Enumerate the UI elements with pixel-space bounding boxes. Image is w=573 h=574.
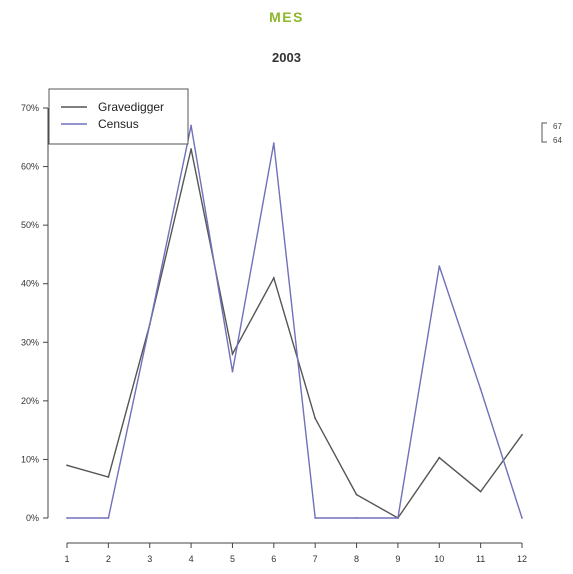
chart-legend: Gravedigger Census bbox=[48, 88, 189, 145]
series-line-census bbox=[67, 125, 523, 519]
x-tick-label: 8 bbox=[354, 554, 359, 564]
data-point-census bbox=[314, 517, 317, 519]
data-point-census bbox=[190, 124, 192, 127]
y-tick-label: 0% bbox=[26, 513, 39, 523]
y-tick-label: 60% bbox=[21, 162, 39, 172]
y-tick-label: 20% bbox=[21, 396, 39, 406]
chart-series-lines bbox=[66, 124, 523, 519]
x-tick-label: 12 bbox=[517, 554, 527, 564]
chart-axes: 0%10%20%30%40%50%60%70%1 2 3 4 5 6 7 8 9 10 11 12 bbox=[21, 103, 527, 564]
x-tick-label: 1 bbox=[64, 554, 69, 564]
data-point-census bbox=[355, 517, 358, 519]
y-tick-label: 70% bbox=[21, 103, 39, 113]
data-point-gravedigger bbox=[479, 490, 482, 493]
x-tick-label: 6 bbox=[271, 554, 276, 564]
side-annotation: 67 64 bbox=[541, 122, 562, 145]
data-point-census bbox=[66, 517, 68, 519]
data-point-census bbox=[148, 323, 151, 326]
x-tick-label: 10 bbox=[434, 554, 444, 564]
data-point-gravedigger bbox=[107, 476, 110, 478]
chart-category-heading: MES bbox=[269, 9, 304, 25]
data-point-census bbox=[397, 517, 399, 519]
x-tick-label: 5 bbox=[230, 554, 235, 564]
x-tick-label: 2 bbox=[106, 554, 111, 564]
data-point-gravedigger bbox=[272, 276, 275, 279]
legend-box bbox=[48, 88, 189, 145]
side-bracket bbox=[541, 122, 547, 143]
legend-label: Gravedigger bbox=[98, 100, 164, 114]
chart-title: 2003 bbox=[272, 50, 301, 65]
data-point-census bbox=[107, 517, 110, 519]
data-point-census bbox=[231, 370, 234, 373]
data-point-census bbox=[479, 388, 482, 391]
data-point-gravedigger bbox=[355, 493, 358, 496]
y-tick-label: 30% bbox=[21, 337, 39, 347]
data-point-gravedigger bbox=[438, 456, 441, 459]
side-annotation-value: 64 bbox=[553, 136, 562, 145]
data-point-census bbox=[272, 142, 275, 145]
data-point-gravedigger bbox=[231, 353, 234, 355]
data-point-gravedigger bbox=[66, 464, 68, 467]
x-tick-label: 11 bbox=[476, 554, 485, 564]
side-annotation-value: 67 bbox=[553, 122, 562, 131]
y-tick-label: 40% bbox=[21, 279, 39, 289]
data-point-census bbox=[521, 517, 523, 519]
series-line-gravedigger bbox=[66, 148, 523, 519]
x-tick-label: 3 bbox=[147, 554, 152, 564]
data-point-gravedigger bbox=[314, 417, 317, 420]
x-tick-label: 7 bbox=[313, 554, 318, 564]
data-point-census bbox=[438, 265, 441, 268]
y-tick-label: 50% bbox=[21, 220, 39, 230]
y-tick-label: 10% bbox=[21, 454, 39, 464]
data-point-gravedigger bbox=[190, 148, 192, 150]
legend-label: Census bbox=[98, 117, 139, 131]
x-tick-label: 9 bbox=[395, 554, 400, 564]
x-tick-label: 4 bbox=[189, 554, 194, 564]
data-point-gravedigger bbox=[521, 433, 523, 436]
